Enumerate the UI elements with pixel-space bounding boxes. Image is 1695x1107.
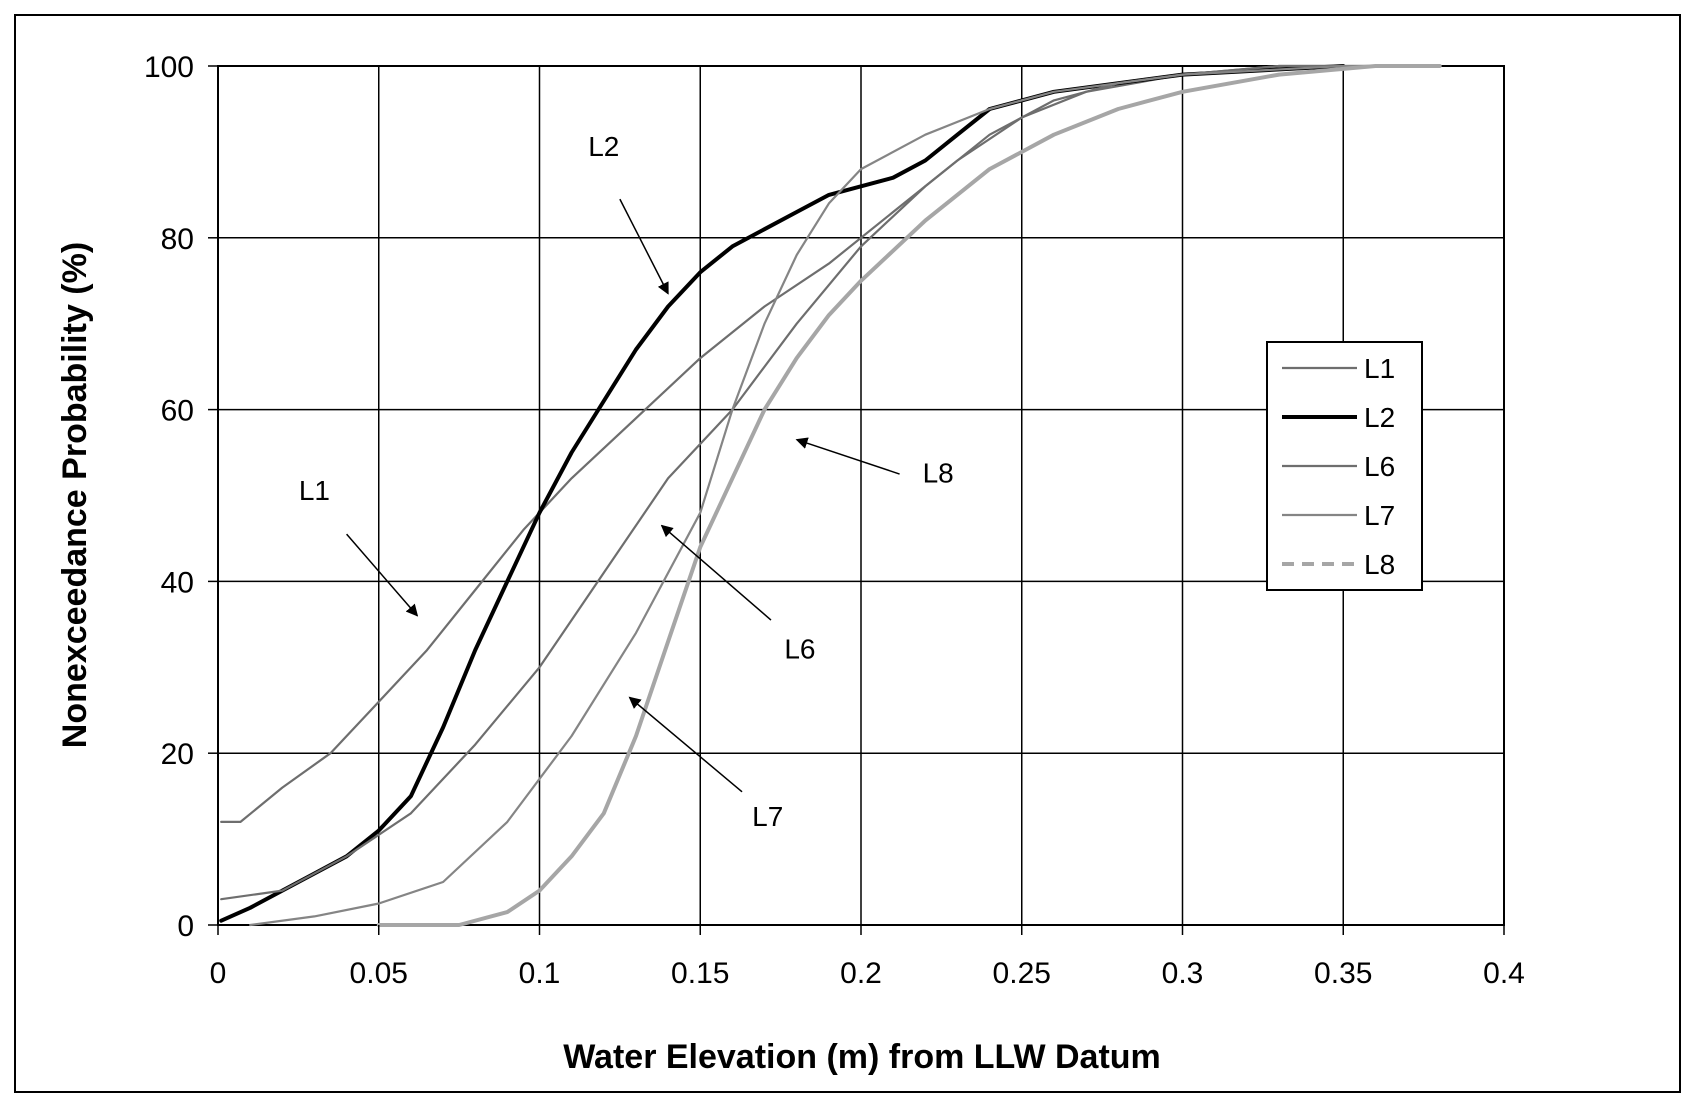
callout-label-l6: L6 xyxy=(784,634,815,665)
x-tick-label: 0.35 xyxy=(1314,957,1372,990)
series-line-l1 xyxy=(220,64,1345,824)
callout-arrow-l8 xyxy=(795,437,900,475)
series-line-l7 xyxy=(249,64,1409,927)
callout-label-l1: L1 xyxy=(299,475,330,506)
y-tick-label: 80 xyxy=(161,223,194,256)
legend-label-l2: L2 xyxy=(1364,402,1395,433)
x-tick-label: 0.15 xyxy=(671,957,729,990)
legend-label-l7: L7 xyxy=(1364,500,1395,531)
y-tick-label: 0 xyxy=(177,910,194,943)
x-tick-label: 0.05 xyxy=(350,957,408,990)
annotations: L2 L1 L8 L6 L7 xyxy=(299,131,954,832)
y-axis-title: Nonexceedance Probability (%) xyxy=(56,242,94,748)
callout-label-l8: L8 xyxy=(923,458,954,489)
series-layer xyxy=(219,64,1442,927)
y-tick-label: 100 xyxy=(144,51,194,84)
outer-border xyxy=(14,14,1681,1093)
tick-labels: 0 0.05 0.1 0.15 0.2 0.25 0.3 0.35 0.4 0 20 40 60 80 10… xyxy=(144,51,1525,990)
y-tick-label: 20 xyxy=(161,738,194,771)
callout-arrow-l7 xyxy=(628,696,743,793)
series-line-l8 xyxy=(376,64,1442,927)
callout-label-l7: L7 xyxy=(752,801,783,832)
x-tick-label: 0.3 xyxy=(1162,957,1204,990)
x-axis-title: Water Elevation (m) from LLW Datum xyxy=(563,1038,1161,1076)
legend-label-l8: L8 xyxy=(1364,549,1395,580)
x-tick-label: 0.2 xyxy=(840,957,882,990)
legend: L1 L2 L6 L7 L8 xyxy=(1266,341,1423,591)
x-tick-label: 0.4 xyxy=(1483,957,1525,990)
callout-arrow-l6 xyxy=(660,524,772,621)
legend-label-l1: L1 xyxy=(1364,353,1395,384)
legend-label-l6: L6 xyxy=(1364,451,1395,482)
x-tick-label: 0.25 xyxy=(993,957,1051,990)
callout-arrow-l2 xyxy=(619,198,669,295)
y-tick-label: 60 xyxy=(161,395,194,428)
callout-arrow-l1 xyxy=(346,533,419,617)
x-tick-label: 0.1 xyxy=(519,957,561,990)
callout-label-l2: L2 xyxy=(588,131,619,162)
y-tick-label: 40 xyxy=(161,566,194,599)
x-tick-label: 0 xyxy=(210,957,227,990)
